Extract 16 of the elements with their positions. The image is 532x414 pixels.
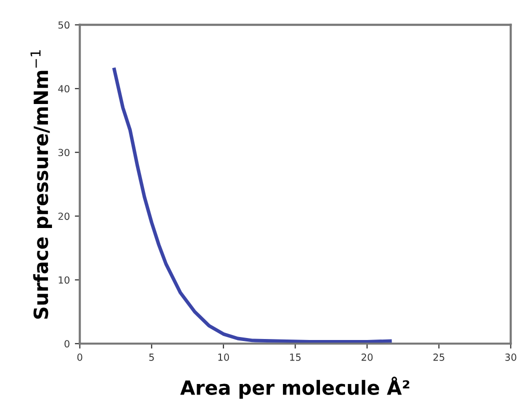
y-tick-label: 10: [58, 276, 70, 284]
x-tick-label: 10: [218, 354, 229, 361]
y-tick-label: 20: [58, 212, 70, 220]
x-tick-label: 20: [362, 354, 373, 361]
x-tick-label: 0: [77, 354, 82, 361]
y-axis-title: Surface pressure/mNm$^{−1}$: [30, 50, 52, 319]
x-tick-label: 25: [433, 354, 444, 361]
y-tick-label: 50: [58, 21, 70, 29]
x-tick-label: 15: [290, 354, 301, 361]
x-axis-title: Area per molecule Å²: [180, 376, 410, 399]
line-series: [112, 68, 392, 344]
y-tick-label: 0: [64, 340, 70, 348]
y-tick-label: 30: [58, 148, 70, 156]
x-tick-label: 5: [149, 354, 154, 361]
x-tick-label: 30: [505, 354, 516, 361]
y-tick-label: 40: [58, 85, 70, 92]
